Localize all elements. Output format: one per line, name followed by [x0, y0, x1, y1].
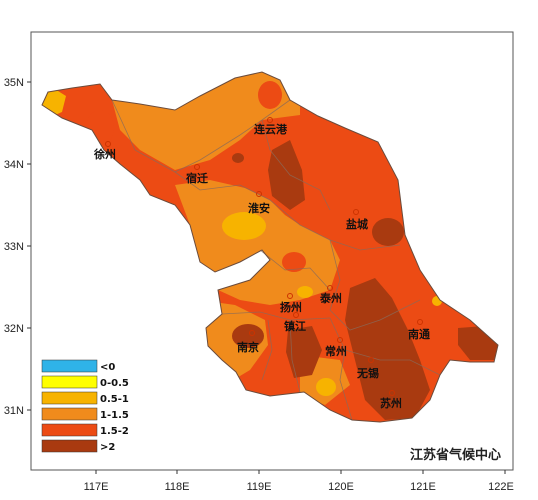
y-tick-label: 32N	[4, 323, 24, 335]
municipal-boundaries	[111, 99, 441, 421]
zone-1.5-2-xuzhou	[86, 110, 114, 146]
x-tick-label: 122E	[488, 481, 514, 493]
city-label-yangzhou: 扬州	[280, 300, 302, 314]
map-frame	[30, 31, 514, 471]
zone-1-1.5-north-west	[42, 72, 300, 170]
legend-swatch-lt0	[41, 359, 98, 373]
city-marker	[327, 285, 333, 291]
legend: <0 0-0.5 0.5-1 1-1.5 1.5-2 >2	[41, 359, 129, 453]
zone-1.5-2-lianyungang-north	[258, 81, 282, 109]
legend-swatch-0.5-1	[41, 391, 98, 405]
city-label-yancheng: 盐城	[346, 217, 368, 231]
x-tick-label: 120E	[328, 481, 354, 493]
zone-0.5-1-nantong	[432, 296, 442, 306]
legend-label: <0	[100, 362, 115, 373]
y-tick-label: 33N	[4, 241, 24, 253]
zone-0.5-1-changzhou	[316, 378, 336, 396]
city-marker	[287, 293, 293, 299]
x-tick-label: 117E	[84, 481, 109, 493]
x-tick-label: 121E	[410, 481, 436, 493]
x-tick-label: 118E	[165, 481, 190, 493]
legend-swatch-gt2	[41, 439, 98, 453]
city-marker	[267, 117, 273, 123]
city-marker	[293, 312, 299, 318]
zone-gt2-southeast	[345, 278, 430, 420]
legend-label: >2	[100, 442, 115, 453]
credit-label: 江苏省气候中心	[410, 447, 501, 463]
x-tick-label: 119E	[247, 481, 272, 493]
y-tick-label: 34N	[4, 159, 24, 171]
city-marker	[249, 330, 255, 336]
zone-0.5-1-huaian	[222, 212, 266, 240]
city-label-lianyungang: 连云港	[254, 122, 288, 136]
city-marker	[256, 191, 262, 197]
zone-1.5-2-taizhou-west	[282, 252, 306, 272]
city-marker	[337, 337, 343, 343]
legend-label: 0.5-1	[100, 394, 129, 405]
zone-gt2-suqian	[232, 153, 244, 163]
legend-swatch-1-1.5	[41, 407, 98, 421]
legend-label: 1-1.5	[100, 410, 129, 421]
city-label-nantong: 南通	[408, 327, 430, 341]
zone-gt2-zhenjiang	[286, 326, 322, 378]
city-markers: 连云港 徐州 宿迁 淮安 盐城 扬州 泰州 镇江 南京 常州 南通 无锡 苏州	[93, 117, 430, 410]
zone-gt2-central	[268, 140, 305, 210]
zone-gt2-nanjing	[232, 324, 264, 348]
city-label-suqian: 宿迁	[186, 171, 208, 185]
city-label-suzhou: 苏州	[380, 396, 402, 410]
city-label-zhenjiang: 镇江	[284, 319, 306, 333]
legend-label: 0-0.5	[100, 378, 129, 389]
legend-swatch-0-0.5	[41, 375, 98, 389]
city-marker	[353, 209, 359, 215]
y-tick-label: 35N	[4, 77, 24, 89]
zone-gt2-yancheng	[372, 218, 404, 246]
city-label-taizhou: 泰州	[319, 291, 342, 305]
legend-swatch-1.5-2	[41, 423, 98, 437]
city-marker	[417, 319, 423, 325]
city-label-xuzhou: 徐州	[93, 147, 116, 161]
city-marker	[368, 357, 374, 363]
x-axis: 117E 118E 119E 120E 121E 122E	[84, 470, 514, 493]
legend-label: 1.5-2	[100, 426, 129, 437]
city-label-changzhou: 常州	[325, 344, 347, 358]
zone-0.5-1-yangzhou	[297, 286, 313, 298]
city-label-wuxi: 无锡	[356, 366, 379, 380]
province-outline	[41, 71, 499, 423]
city-marker	[194, 164, 200, 170]
city-marker	[105, 141, 111, 147]
city-label-nanjing: 南京	[237, 340, 259, 354]
city-label-huaian: 淮安	[248, 201, 270, 215]
city-marker	[389, 390, 395, 396]
y-tick-label: 31N	[4, 405, 24, 417]
y-axis: 35N 34N 33N 32N 31N	[4, 77, 31, 417]
